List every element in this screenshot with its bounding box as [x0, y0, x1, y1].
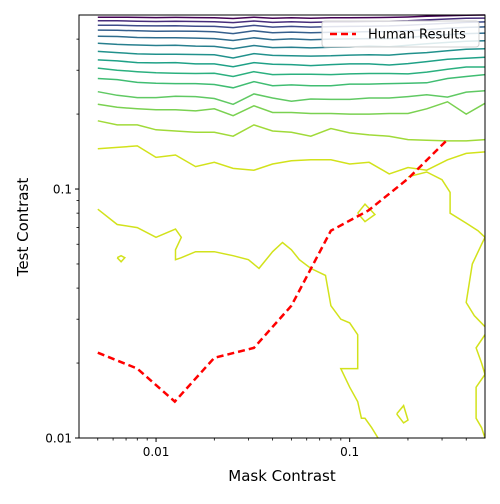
contour-line-7 [97, 56, 486, 68]
contour-loop-1 [116, 254, 126, 263]
y-axis-ticks: 0.01 0.1 [45, 38, 79, 446]
contour-line-5 [97, 73, 486, 89]
contour-line-3 [97, 100, 486, 117]
y-tick-label: 0.01 [45, 432, 72, 446]
contour-right-line4 [475, 373, 486, 439]
contour-line-8 [97, 47, 486, 59]
x-tick-label: 0.1 [340, 445, 359, 459]
x-axis-label: Mask Contrast [228, 467, 336, 485]
y-tick-label: 0.1 [53, 183, 72, 197]
contour-loop-3 [396, 404, 409, 424]
contour-loop-2 [357, 202, 377, 223]
contour-line-1 [97, 145, 486, 175]
x-axis-ticks: 0.01 0.1 [97, 438, 467, 459]
contour-lower-line [97, 208, 379, 439]
contour-line-4 [97, 90, 486, 106]
contour-line-14 [97, 14, 486, 20]
contour-right-line2 [465, 236, 486, 328]
contour-right-line3 [475, 334, 486, 375]
x-tick-label: 0.01 [143, 445, 170, 459]
human-results-series [97, 138, 449, 404]
contour-lines [97, 14, 486, 439]
contour-right-line [407, 171, 486, 238]
contour-line-2 [97, 120, 486, 142]
human-results-line [97, 138, 449, 404]
contour-line-13 [97, 17, 486, 24]
legend-box [321, 20, 480, 48]
y-axis-label: Test Contrast [14, 178, 32, 278]
contour-line-6 [97, 66, 485, 78]
plot-frame [78, 14, 486, 439]
legend: Human Results [321, 20, 480, 48]
legend-label-human-results: Human Results [368, 28, 466, 43]
plot-area [97, 14, 486, 439]
